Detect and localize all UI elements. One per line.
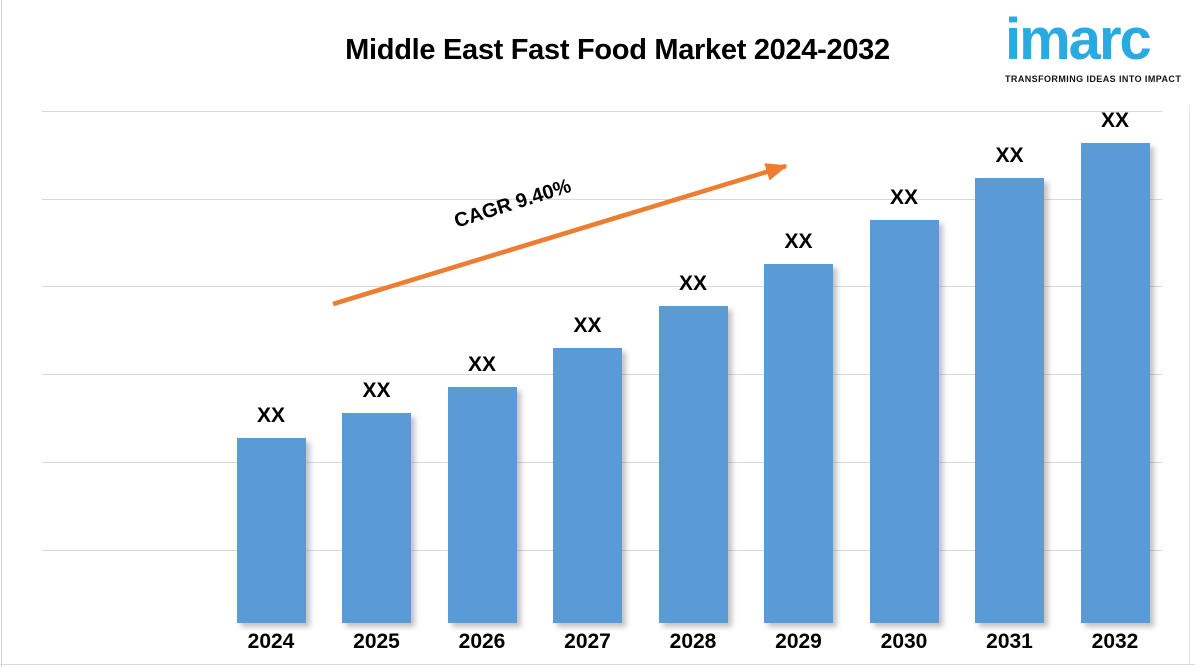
x-axis-label-2032: 2032 [1091, 630, 1139, 653]
bar-2025 [342, 413, 411, 623]
bar-2024 [236, 438, 306, 623]
bar-2028 [658, 306, 728, 623]
chart-title: Middle East Fast Food Market 2024-2032 [345, 34, 890, 66]
x-axis-label-2031: 2031 [986, 630, 1033, 653]
bar-value-label-2025: XX [362, 379, 391, 402]
x-axis-label-2027: 2027 [564, 630, 611, 653]
bar-value-label-2026: XX [467, 353, 496, 376]
imarc-logo: imarc TRANSFORMING IDEAS INTO IMPACT [1003, 0, 1183, 95]
bar-2031 [975, 178, 1044, 623]
bar-value-label-2028: XX [678, 272, 707, 295]
bottom-border-line [0, 664, 1195, 665]
bar-value-label-2030: XX [889, 186, 918, 209]
x-axis-label-2028: 2028 [669, 630, 717, 653]
bar-2032 [1080, 143, 1150, 623]
imarc-logo-tagline: TRANSFORMING IDEAS INTO IMPACT [1005, 74, 1182, 84]
bar-2030 [869, 220, 939, 623]
bar-value-label-2031: XX [995, 144, 1024, 167]
x-axis-label-2025: 2025 [353, 630, 400, 653]
x-axis-label-2026: 2026 [458, 630, 506, 653]
bar-2029 [764, 264, 833, 623]
bar-2027 [553, 348, 622, 623]
left-border-line [1, 0, 2, 667]
x-axis-label-2024: 2024 [247, 630, 295, 653]
gridline [42, 111, 1162, 112]
bar-2026 [447, 387, 517, 623]
bar-value-label-2024: XX [256, 404, 285, 427]
bar-value-label-2029: XX [784, 230, 813, 253]
right-border-line [1189, 105, 1190, 665]
bar-value-label-2027: XX [573, 314, 602, 337]
bar-value-label-2032: XX [1100, 109, 1129, 132]
x-axis-label-2029: 2029 [775, 630, 822, 653]
x-axis-label-2030: 2030 [880, 630, 928, 653]
imarc-logo-wordmark: imarc [1005, 7, 1152, 72]
